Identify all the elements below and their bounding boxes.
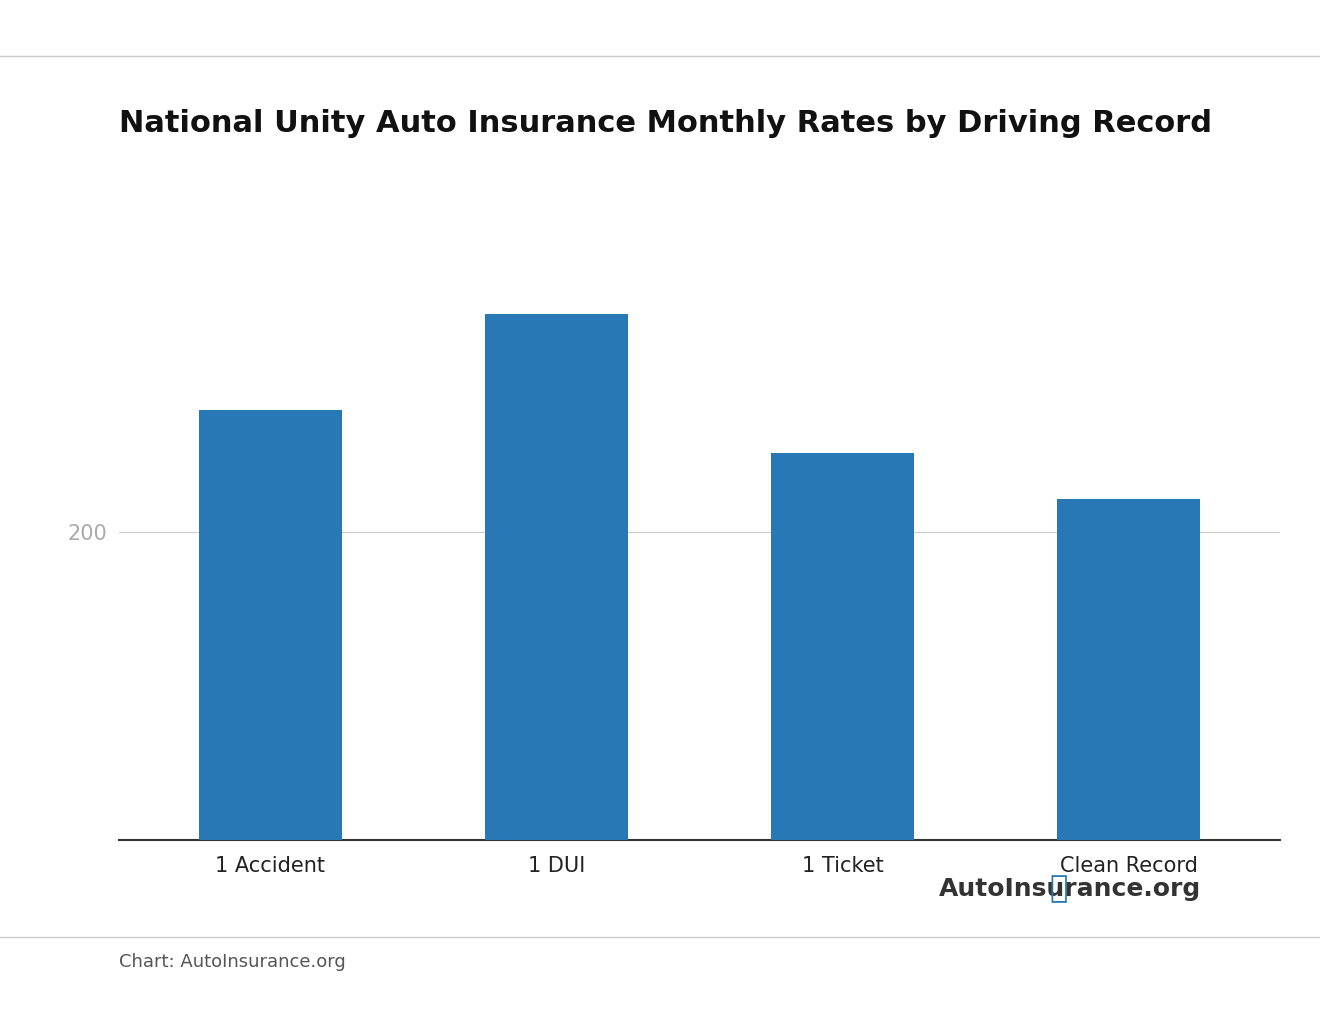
Text: AutoInsurance.org: AutoInsurance.org <box>939 878 1201 901</box>
Text: National Unity Auto Insurance Monthly Rates by Driving Record: National Unity Auto Insurance Monthly Ra… <box>119 110 1212 138</box>
Bar <box>199 410 342 840</box>
Bar <box>771 453 915 840</box>
Text: Chart: AutoInsurance.org: Chart: AutoInsurance.org <box>119 952 346 971</box>
Bar <box>484 314 628 840</box>
Bar <box>1057 499 1200 840</box>
Text: ⓐ: ⓐ <box>1049 874 1068 903</box>
